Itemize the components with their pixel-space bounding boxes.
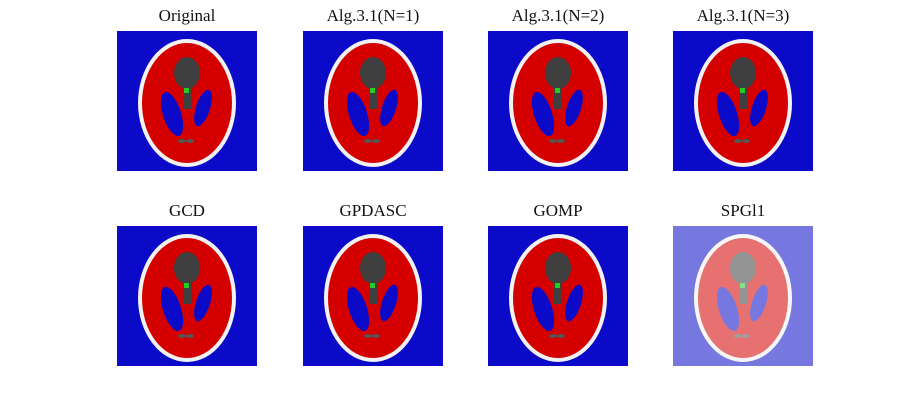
phantom-image — [303, 226, 443, 366]
panel: GPDASC — [303, 201, 443, 366]
panel-title: Original — [159, 6, 216, 25]
panel: GOMP — [488, 201, 628, 366]
noise-overlay — [673, 226, 813, 366]
panel-title: Alg.3.1(N=3) — [697, 6, 790, 25]
phantom-image — [673, 31, 813, 171]
panel-title: GPDASC — [339, 201, 406, 220]
panel-title: SPGl1 — [721, 201, 765, 220]
panel-title: Alg.3.1(N=2) — [512, 6, 605, 25]
panel-title: GCD — [169, 201, 205, 220]
phantom-image — [117, 226, 257, 366]
panel: GCD — [117, 201, 257, 366]
panel-title: GOMP — [533, 201, 582, 220]
panel: Alg.3.1(N=2) — [488, 6, 628, 171]
panel-title: Alg.3.1(N=1) — [327, 6, 420, 25]
panel: Original — [117, 6, 257, 171]
panel: SPGl1 — [673, 201, 813, 366]
panel: Alg.3.1(N=1) — [303, 6, 443, 171]
phantom-image — [303, 31, 443, 171]
phantom-image — [488, 31, 628, 171]
panel: Alg.3.1(N=3) — [673, 6, 813, 171]
phantom-image — [117, 31, 257, 171]
phantom-image — [488, 226, 628, 366]
